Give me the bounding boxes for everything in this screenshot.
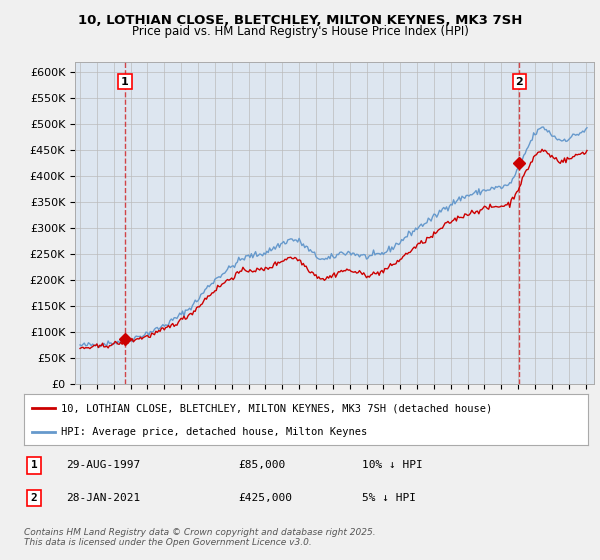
Text: 1: 1 — [31, 460, 38, 470]
Text: 10, LOTHIAN CLOSE, BLETCHLEY, MILTON KEYNES, MK3 7SH (detached house): 10, LOTHIAN CLOSE, BLETCHLEY, MILTON KEY… — [61, 403, 492, 413]
Text: Price paid vs. HM Land Registry's House Price Index (HPI): Price paid vs. HM Land Registry's House … — [131, 25, 469, 38]
Text: 2: 2 — [515, 77, 523, 87]
Text: 1: 1 — [121, 77, 129, 87]
Text: 5% ↓ HPI: 5% ↓ HPI — [362, 493, 416, 503]
Text: 28-JAN-2021: 28-JAN-2021 — [66, 493, 140, 503]
Text: HPI: Average price, detached house, Milton Keynes: HPI: Average price, detached house, Milt… — [61, 427, 367, 437]
Text: 29-AUG-1997: 29-AUG-1997 — [66, 460, 140, 470]
Text: Contains HM Land Registry data © Crown copyright and database right 2025.
This d: Contains HM Land Registry data © Crown c… — [24, 528, 376, 547]
Text: 10% ↓ HPI: 10% ↓ HPI — [362, 460, 423, 470]
Text: £85,000: £85,000 — [238, 460, 286, 470]
Text: £425,000: £425,000 — [238, 493, 292, 503]
Text: 2: 2 — [31, 493, 38, 503]
Text: 10, LOTHIAN CLOSE, BLETCHLEY, MILTON KEYNES, MK3 7SH: 10, LOTHIAN CLOSE, BLETCHLEY, MILTON KEY… — [78, 14, 522, 27]
